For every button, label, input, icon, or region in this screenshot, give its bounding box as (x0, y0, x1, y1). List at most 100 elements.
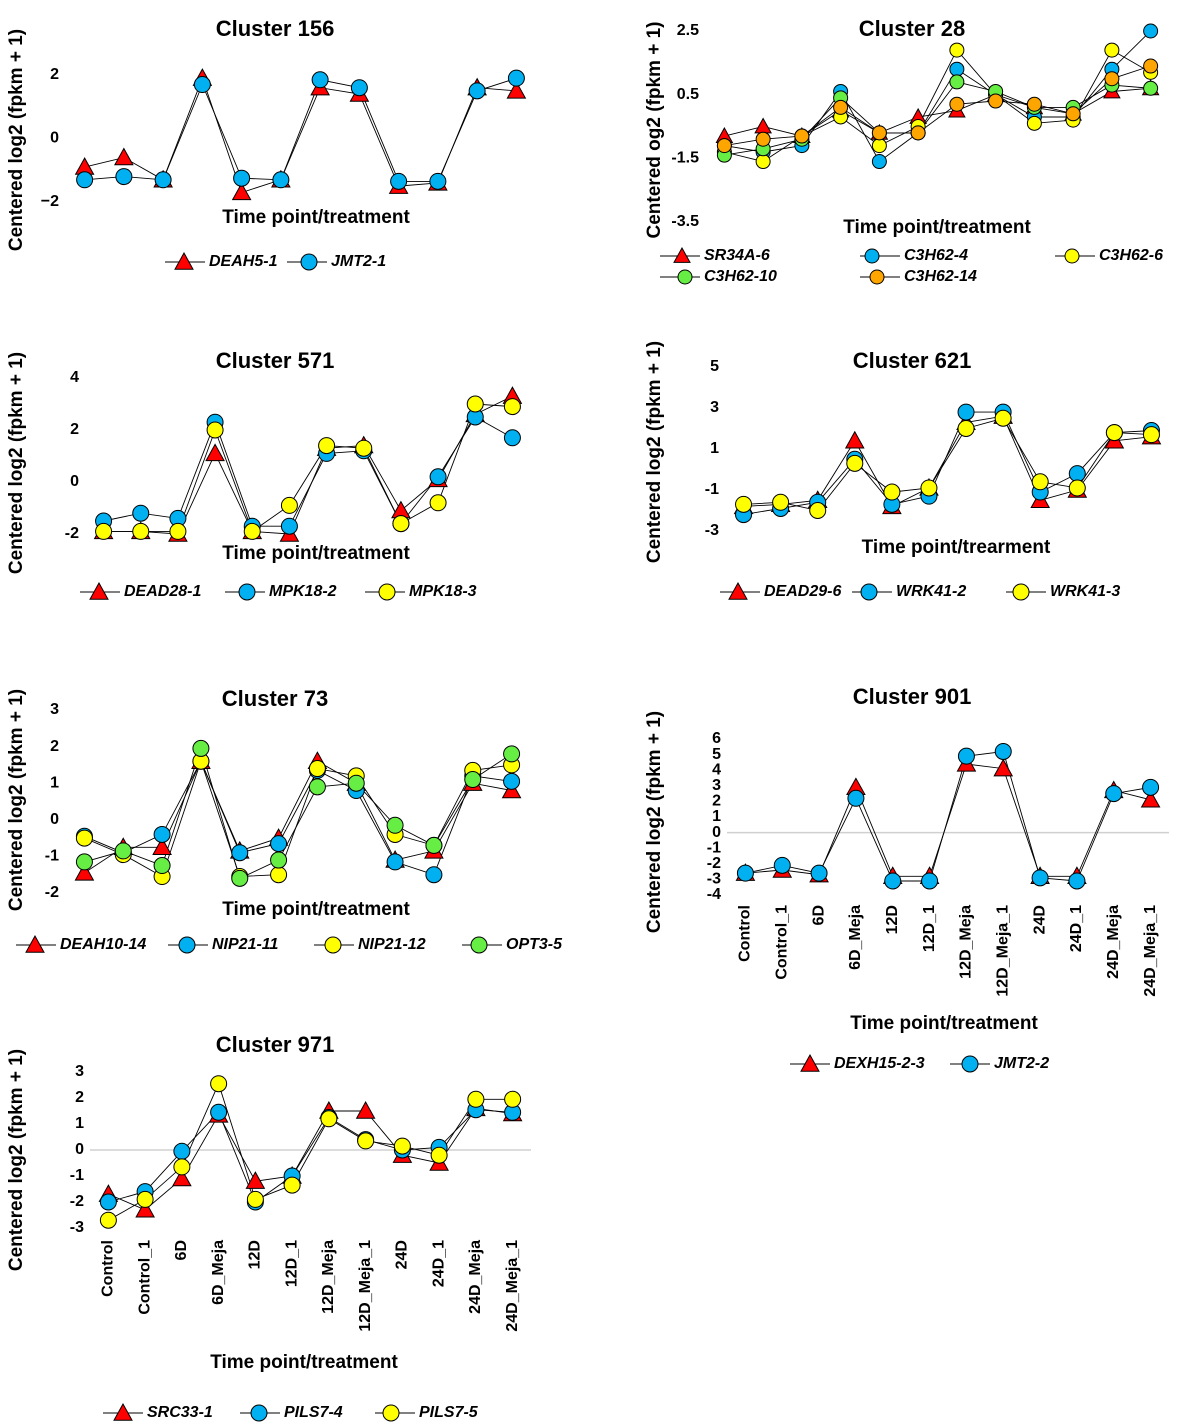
data-point (846, 454, 864, 472)
legend-marker (728, 581, 748, 600)
data-point (809, 502, 827, 519)
legend-marker (238, 583, 256, 601)
data-point (993, 758, 1014, 777)
series-line (108, 1109, 513, 1203)
legend-label: C3H62-10 (704, 268, 777, 285)
data-point (429, 172, 447, 190)
legend-label: DEXH15-2-3 (834, 1055, 925, 1072)
cluster-621-panel: Cluster 621 Centered log2 (fpkm + 1) 5 3 1 -1… (644, 341, 1162, 601)
chart-title: Cluster 73 (222, 686, 328, 711)
y-tick-label: -1 (70, 1167, 84, 1184)
legend-marker (1064, 248, 1080, 264)
data-point (467, 1090, 485, 1108)
data-point (245, 1171, 266, 1189)
data-point (76, 171, 94, 189)
cluster-971-panel: Cluster 971 Centered log2 (fpkm + 1) 3 2 1 0 -… (6, 1032, 531, 1422)
y-tick-label: 6 (712, 730, 721, 747)
legend-marker (864, 248, 880, 264)
legend-label: DEAH10-14 (60, 936, 146, 953)
data-point (957, 420, 975, 437)
data-point (153, 825, 171, 843)
y-tick-label: 5 (710, 358, 719, 375)
legend-marker (1012, 583, 1030, 601)
legend-label: NIP21-11 (212, 936, 279, 953)
data-point (311, 71, 329, 89)
data-point (736, 864, 754, 882)
data-point (99, 1193, 117, 1211)
data-point (503, 429, 521, 447)
chart-title: Cluster 571 (216, 348, 335, 373)
data-point (425, 836, 443, 854)
data-point (1104, 71, 1120, 87)
data-point (115, 168, 133, 186)
y-tick-label: 2.5 (677, 22, 699, 39)
legend-marker (470, 936, 488, 954)
data-point (735, 495, 753, 513)
series-line (743, 415, 1152, 507)
data-point (988, 93, 1004, 109)
data-point (1143, 80, 1159, 96)
data-point (503, 772, 521, 790)
y-tick-label: 1 (75, 1115, 84, 1132)
x-tick-label: 6D (810, 905, 827, 925)
series-line (743, 411, 1152, 516)
data-point (169, 522, 187, 540)
legend-label: DEAD29-6 (764, 583, 841, 600)
data-point (884, 872, 902, 890)
data-point (504, 1090, 522, 1108)
y-tick-label: 0 (50, 130, 59, 147)
x-axis-label: Time point/treatment (222, 899, 410, 920)
data-point (233, 169, 251, 187)
series-line (84, 760, 512, 876)
y-tick-label: 1 (710, 440, 719, 457)
x-tick-label: Control (737, 905, 754, 962)
x-tick-label: 12D_Meja (320, 1240, 337, 1314)
data-point (270, 851, 288, 869)
y-tick-label: -3 (707, 871, 721, 888)
legend-marker (324, 936, 342, 954)
data-point (1140, 789, 1161, 808)
data-point (755, 154, 771, 170)
y-tick-label: 4 (70, 369, 79, 386)
legend-label: C3H62-6 (1099, 247, 1163, 264)
data-point (246, 1190, 264, 1208)
legend-label: DEAD28-1 (124, 583, 201, 600)
y-tick-label: -2 (65, 525, 79, 542)
data-point (318, 437, 336, 455)
x-tick-label: 12D (884, 905, 901, 934)
data-point (153, 857, 171, 875)
y-tick-label: 1 (712, 808, 721, 825)
legend-label: C3H62-14 (904, 268, 977, 285)
chart-title: Cluster 28 (859, 16, 965, 41)
x-tick-label: 24D_Meja (467, 1240, 484, 1314)
y-tick-label: 5 (712, 746, 721, 763)
data-point (949, 74, 965, 90)
data-point (154, 171, 172, 189)
x-tick-label: 6D (173, 1240, 190, 1260)
y-axis-label: Centered log2 (fpkm + 1) (6, 29, 27, 251)
y-tick-label: 3 (75, 1063, 84, 1080)
legend-label: OPT3-5 (506, 936, 563, 953)
y-tick-label: 1 (50, 774, 59, 791)
data-point (1068, 479, 1086, 497)
series-line (84, 760, 512, 874)
x-tick-label: Control_1 (773, 905, 790, 980)
x-tick-label: 12D (247, 1240, 264, 1269)
legend-marker (250, 1404, 268, 1422)
data-point (308, 760, 326, 778)
y-tick-label: 3 (712, 777, 721, 794)
x-tick-label: 24D_Meja (1105, 905, 1122, 979)
series-line (84, 759, 512, 878)
y-tick-label: 2 (712, 793, 721, 810)
data-point (883, 483, 901, 501)
data-point (135, 1199, 155, 1218)
legend-marker (178, 936, 196, 954)
data-point (957, 747, 975, 765)
cluster-28-panel: Cluster 28 Centered og2 (fpkm + 1) 2.5 0.5 -… (644, 16, 1163, 285)
legend-marker (677, 269, 693, 285)
data-point (136, 1190, 154, 1208)
y-tick-label: 4 (712, 761, 721, 778)
chart-title: Cluster 901 (853, 684, 972, 709)
data-point (386, 816, 404, 834)
x-tick-label: 24D_Meja_1 (504, 1240, 521, 1332)
